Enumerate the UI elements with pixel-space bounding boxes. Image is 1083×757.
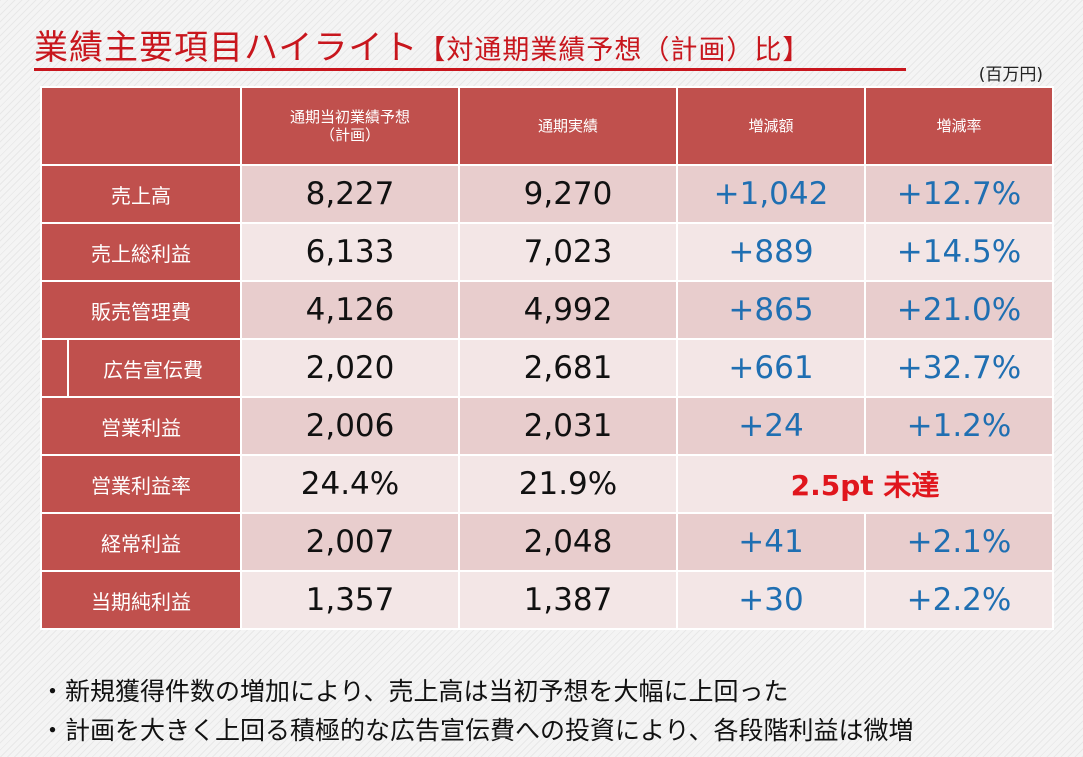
plan-value: 2,006 [240, 396, 460, 456]
rate-value: +21.0% [864, 280, 1054, 340]
table-row: 販売管理費 4,126 4,992 +865 +21.0% [40, 280, 1054, 340]
bullet-item: ・計画を大きく上回る積極的な広告宣伝費への投資により、各段階利益は微増 [40, 716, 914, 745]
actual-value: 9,270 [458, 164, 678, 224]
title-sub: 【対通期業績予想（計画）比】 [418, 35, 811, 66]
table-row: 売上総利益 6,133 7,023 +889 +14.5% [40, 222, 1054, 282]
rate-value: +1.2% [864, 396, 1054, 456]
row-label: 売上総利益 [40, 222, 242, 282]
rate-value: +2.2% [864, 570, 1054, 630]
header-diff: 増減額 [676, 86, 866, 166]
actual-value: 2,681 [458, 338, 678, 398]
row-label: 当期純利益 [40, 570, 242, 630]
indent-divider [67, 340, 69, 396]
row-label-sub: 広告宣伝費 [40, 338, 242, 398]
table-row: 営業利益率 24.4% 21.9% 2.5pt 未達 [40, 454, 1054, 514]
diff-value: +661 [676, 338, 866, 398]
header-plan-line2: （計画） [319, 126, 380, 144]
header-rate: 増減率 [864, 86, 1054, 166]
table-row: 当期純利益 1,357 1,387 +30 +2.2% [40, 570, 1054, 630]
diff-value: +1,042 [676, 164, 866, 224]
title-underline [34, 68, 906, 71]
actual-value: 1,387 [458, 570, 678, 630]
diff-value: +889 [676, 222, 866, 282]
plan-value: 24.4% [240, 454, 460, 514]
diff-value: +865 [676, 280, 866, 340]
page-title: 業績主要項目ハイライト【対通期業績予想（計画）比】 [34, 20, 810, 69]
plan-value: 2,007 [240, 512, 460, 572]
plan-value: 2,020 [240, 338, 460, 398]
row-label: 広告宣伝費 [103, 357, 203, 382]
table-row: 営業利益 2,006 2,031 +24 +1.2% [40, 396, 1054, 456]
bullet-item: ・新規獲得件数の増加により、売上高は当初予想を大幅に上回った [40, 677, 789, 706]
row-label: 営業利益 [40, 396, 242, 456]
actual-value: 21.9% [458, 454, 678, 514]
rate-value: +12.7% [864, 164, 1054, 224]
shortfall-note: 2.5pt 未達 [676, 454, 1054, 514]
bullet-list: ・新規獲得件数の増加により、売上高は当初予想を大幅に上回った ・計画を大きく上回… [40, 672, 914, 750]
plan-value: 1,357 [240, 570, 460, 630]
table-row: 売上高 8,227 9,270 +1,042 +12.7% [40, 164, 1054, 224]
header-plan: 通期当初業績予想 （計画） [240, 86, 460, 166]
header-corner [40, 86, 242, 166]
actual-value: 4,992 [458, 280, 678, 340]
plan-value: 8,227 [240, 164, 460, 224]
title-main: 業績主要項目ハイライト [34, 28, 419, 68]
actual-value: 7,023 [458, 222, 678, 282]
diff-value: +30 [676, 570, 866, 630]
row-label: 経常利益 [40, 512, 242, 572]
row-label: 営業利益率 [40, 454, 242, 514]
highlight-table: 通期当初業績予想 （計画） 通期実績 増減額 増減率 売上高 8,227 9,27… [40, 86, 1054, 630]
diff-value: +41 [676, 512, 866, 572]
unit-label: (百万円) [978, 65, 1043, 85]
header-actual: 通期実績 [458, 86, 678, 166]
rate-value: +32.7% [864, 338, 1054, 398]
row-label: 販売管理費 [40, 280, 242, 340]
rate-value: +2.1% [864, 512, 1054, 572]
rate-value: +14.5% [864, 222, 1054, 282]
row-label: 売上高 [40, 164, 242, 224]
header-row: 通期当初業績予想 （計画） 通期実績 増減額 増減率 [40, 86, 1054, 166]
table-row: 広告宣伝費 2,020 2,681 +661 +32.7% [40, 338, 1054, 398]
actual-value: 2,031 [458, 396, 678, 456]
plan-value: 4,126 [240, 280, 460, 340]
diff-value: +24 [676, 396, 866, 456]
header-plan-line1: 通期当初業績予想 [289, 108, 410, 126]
actual-value: 2,048 [458, 512, 678, 572]
table-row: 経常利益 2,007 2,048 +41 +2.1% [40, 512, 1054, 572]
plan-value: 6,133 [240, 222, 460, 282]
